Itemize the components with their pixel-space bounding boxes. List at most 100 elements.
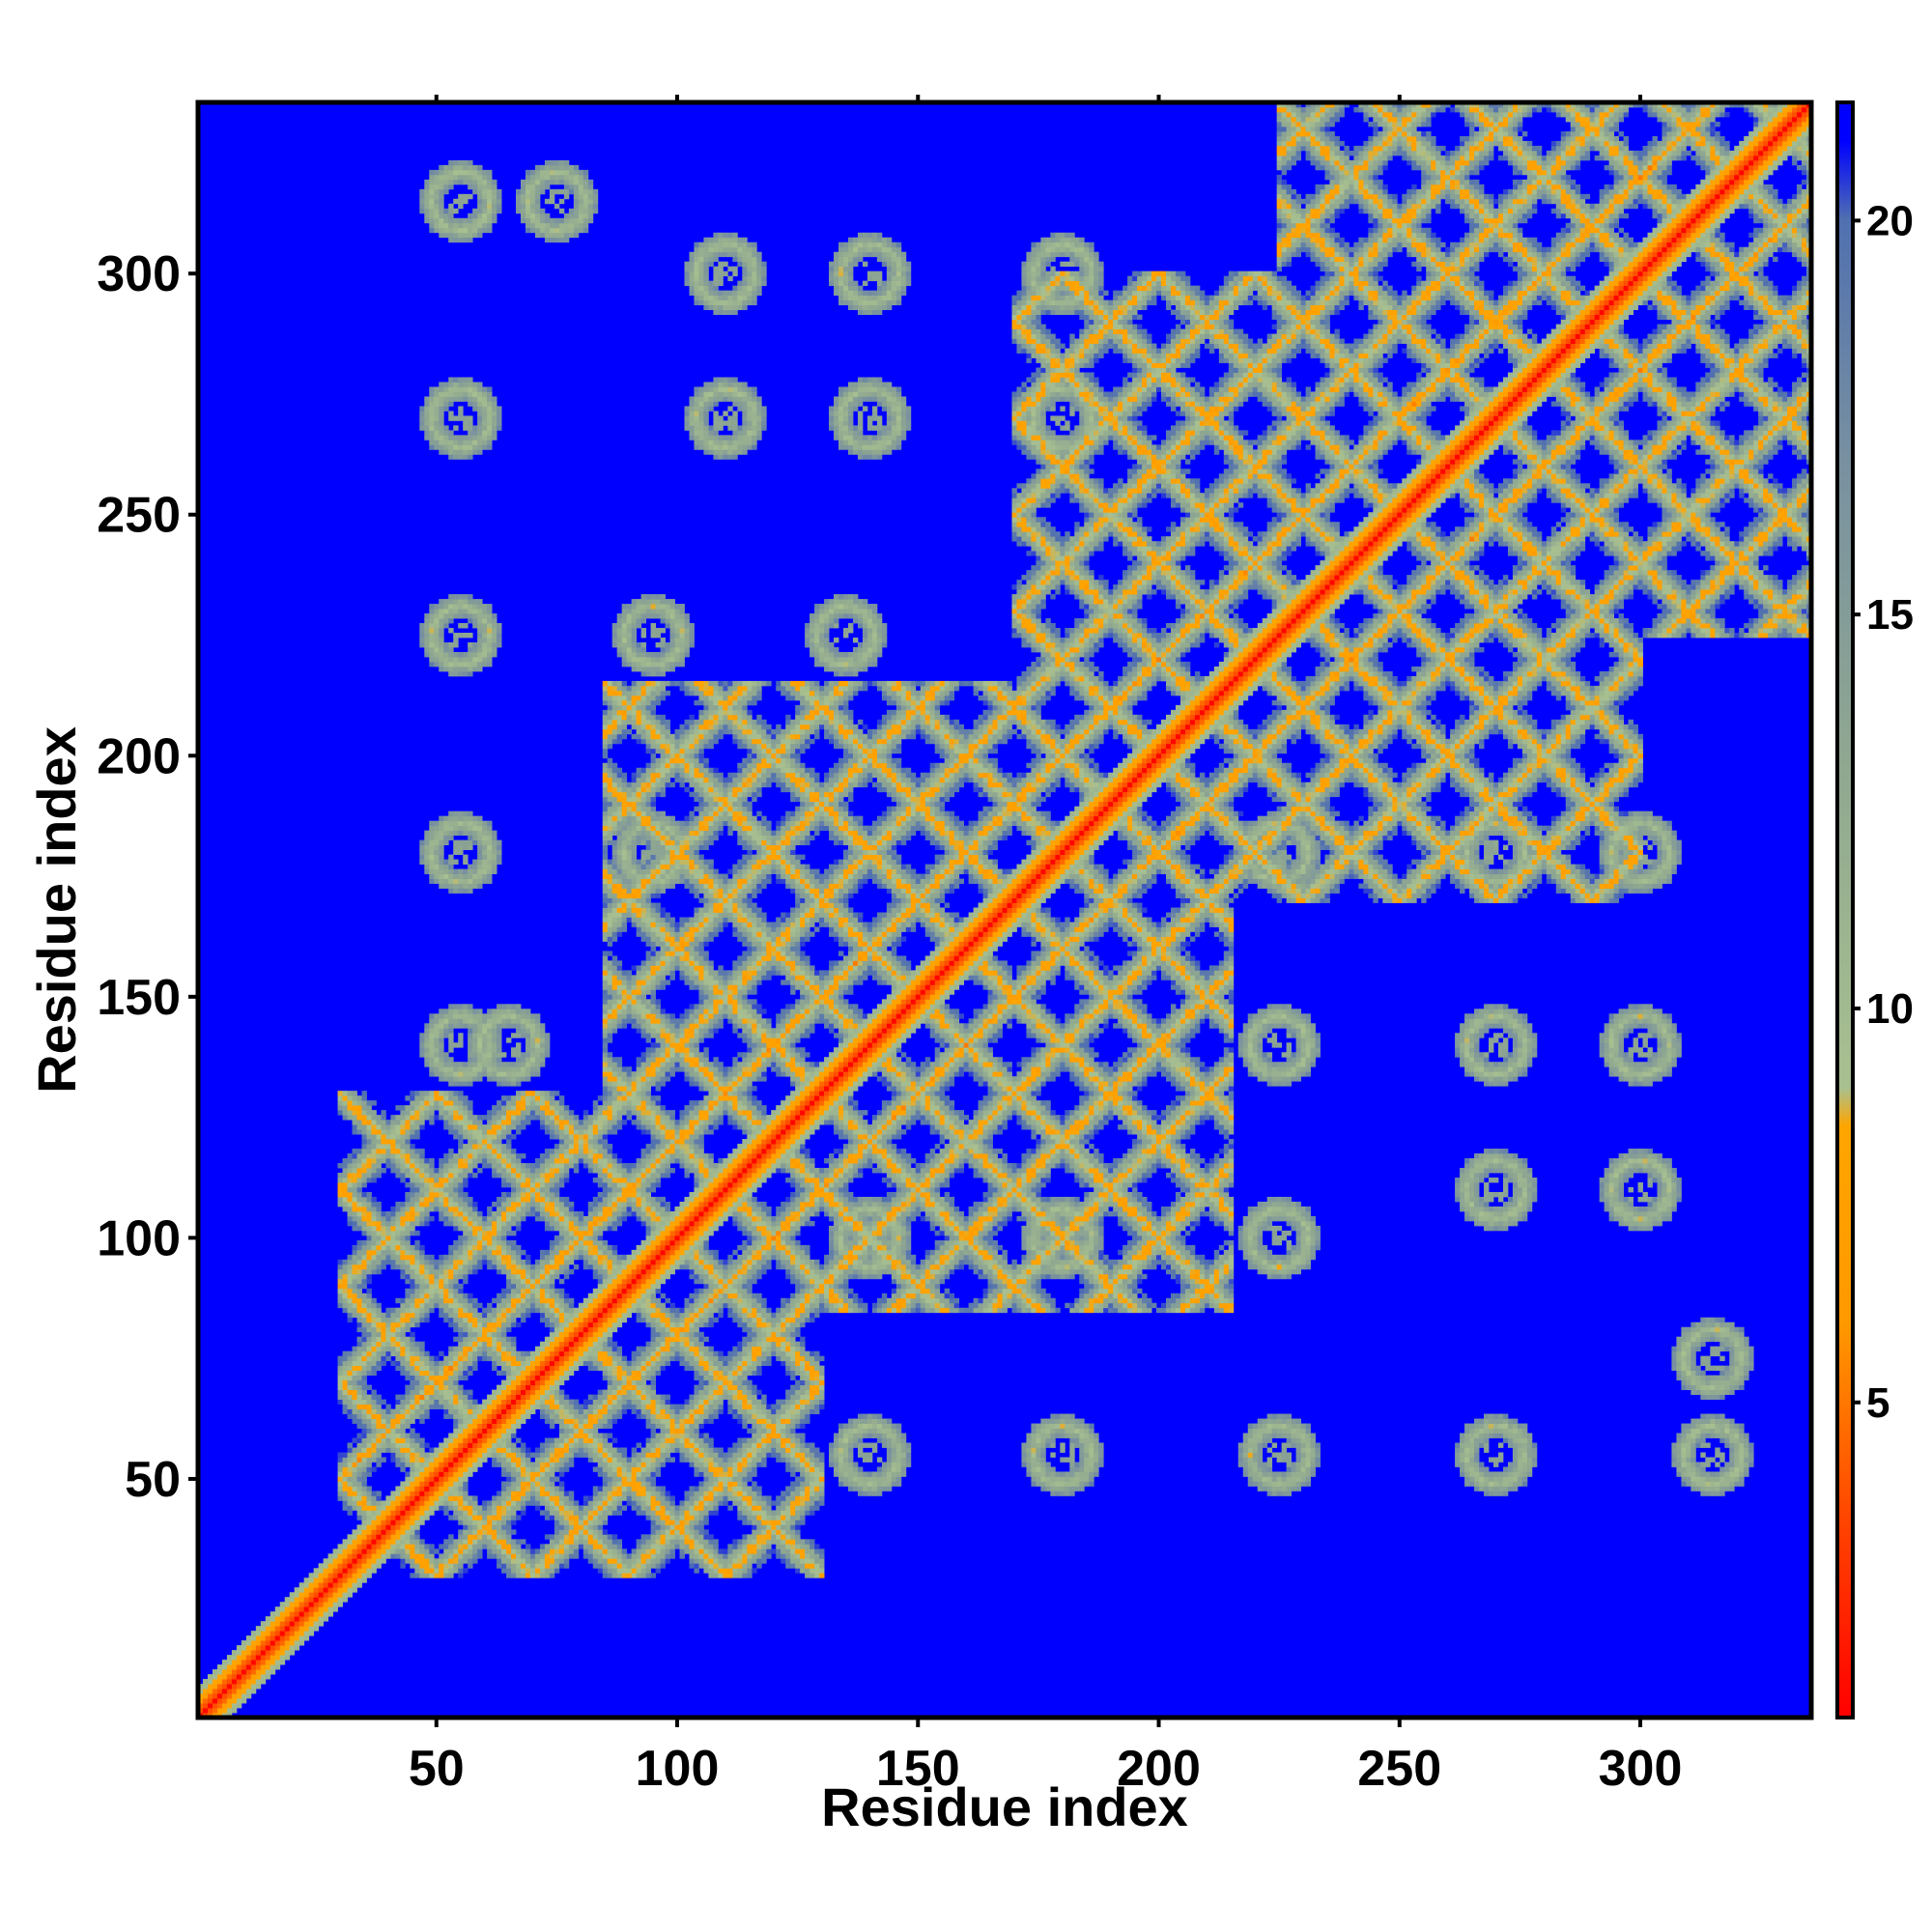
heatmap-cell (472, 1553, 478, 1559)
heatmap-cell (539, 1462, 546, 1467)
heatmap-cell (255, 1674, 262, 1680)
heatmap-cell (506, 1495, 512, 1501)
heatmap-cell (636, 1365, 642, 1372)
heatmap-cell (395, 1365, 401, 1372)
heatmap-cell (356, 1466, 362, 1472)
heatmap-cell (592, 1423, 599, 1429)
heatmap-cell (568, 1423, 575, 1429)
heatmap-cell (1276, 1457, 1283, 1463)
heatmap-cell (361, 1418, 367, 1424)
heatmap-cell (405, 1491, 411, 1496)
heatmap-cell (631, 1486, 638, 1492)
heatmap-cell (342, 1457, 348, 1463)
heatmap-cell (645, 1539, 651, 1545)
heatmap-cell (713, 1457, 719, 1463)
heatmap-cell (857, 1447, 864, 1453)
heatmap-cell (790, 1384, 796, 1391)
heatmap-cell (1729, 1457, 1735, 1463)
heatmap-cell (852, 1466, 859, 1472)
heatmap-cell (1739, 1437, 1745, 1443)
heatmap-cell (395, 1408, 401, 1414)
heatmap-cell (487, 1423, 493, 1429)
heatmap-cell (1521, 1481, 1528, 1487)
heatmap-cell (347, 1500, 353, 1506)
heatmap-cell (544, 1515, 551, 1520)
heatmap-cell (385, 1442, 391, 1448)
heatmap-cell (337, 1548, 343, 1554)
heatmap-cell (650, 1481, 656, 1487)
heatmap-cell (636, 1563, 642, 1569)
heatmap-cell (563, 1413, 570, 1419)
heatmap-cell (881, 1442, 888, 1448)
heatmap-cell (395, 1360, 401, 1367)
heatmap-cell (400, 1457, 406, 1463)
heatmap-cell (539, 1573, 546, 1578)
heatmap-cell (645, 1365, 651, 1372)
heatmap-cell (453, 1471, 459, 1477)
heatmap-cell (376, 1413, 382, 1419)
heatmap-cell (453, 1476, 459, 1482)
heatmap-cell (1686, 1379, 1691, 1386)
heatmap-cell (597, 1568, 604, 1574)
heatmap-cell (308, 1573, 315, 1578)
heatmap-cell (694, 1375, 699, 1381)
heatmap-cell (843, 1442, 849, 1448)
heatmap-cell (308, 1587, 315, 1593)
heatmap-cell (578, 1408, 584, 1414)
heatmap-cell (366, 1360, 372, 1367)
heatmap-cell (419, 1515, 425, 1520)
heatmap-cell (419, 1548, 425, 1554)
heatmap-cell (800, 1370, 806, 1377)
heatmap-cell (1036, 1466, 1041, 1472)
heatmap-cell (255, 1645, 262, 1651)
heatmap-cell (1690, 1433, 1696, 1438)
heatmap-cell (376, 1500, 382, 1506)
heatmap-cell (468, 1447, 473, 1453)
heatmap-cell (766, 1447, 772, 1453)
heatmap-cell (582, 1553, 589, 1559)
heatmap-cell (655, 1433, 661, 1438)
heatmap-cell (607, 1481, 613, 1487)
heatmap-cell (761, 1442, 767, 1448)
heatmap-cell (453, 1466, 459, 1472)
heatmap-cell (1474, 1423, 1480, 1429)
heatmap-cell (516, 1452, 522, 1458)
heatmap-cell (761, 1515, 767, 1520)
heatmap-cell (781, 1544, 786, 1549)
heatmap-cell (511, 1375, 517, 1381)
heatmap-cell (592, 1500, 599, 1506)
heatmap-cell (1455, 1452, 1461, 1458)
heatmap-cell (592, 1486, 599, 1492)
heatmap-cell (492, 1457, 497, 1463)
heatmap-cell (1464, 1442, 1470, 1448)
heatmap-cell (549, 1360, 555, 1367)
heatmap-cell (434, 1491, 440, 1496)
heatmap-cell (337, 1495, 343, 1501)
heatmap-cell (645, 1515, 651, 1520)
heatmap-cell (274, 1606, 281, 1612)
heatmap-cell (549, 1389, 555, 1395)
heatmap-cell (463, 1462, 469, 1467)
heatmap-cell (419, 1563, 425, 1569)
heatmap-cell (727, 1558, 733, 1564)
heatmap-cell (298, 1611, 305, 1617)
heatmap-cell (534, 1505, 541, 1511)
heatmap-cell (1739, 1375, 1745, 1381)
heatmap-cell (607, 1418, 613, 1424)
heatmap-cell (400, 1481, 406, 1487)
heatmap-cell (814, 1408, 820, 1414)
heatmap-cell (549, 1476, 555, 1482)
heatmap-cell (752, 1423, 757, 1429)
heatmap-cell (1748, 1457, 1754, 1463)
heatmap-cell (424, 1404, 430, 1409)
heatmap-cell (713, 1389, 724, 1395)
heatmap-cell (747, 1462, 753, 1467)
heatmap-cell (371, 1457, 377, 1463)
heatmap-cell (554, 1486, 560, 1492)
heatmap-cell (400, 1433, 406, 1438)
heatmap-cell (871, 1418, 878, 1424)
heatmap-cell (1098, 1447, 1104, 1453)
heatmap-cell (525, 1466, 531, 1472)
heatmap-cell (568, 1370, 575, 1377)
heatmap-cell (857, 1476, 864, 1482)
